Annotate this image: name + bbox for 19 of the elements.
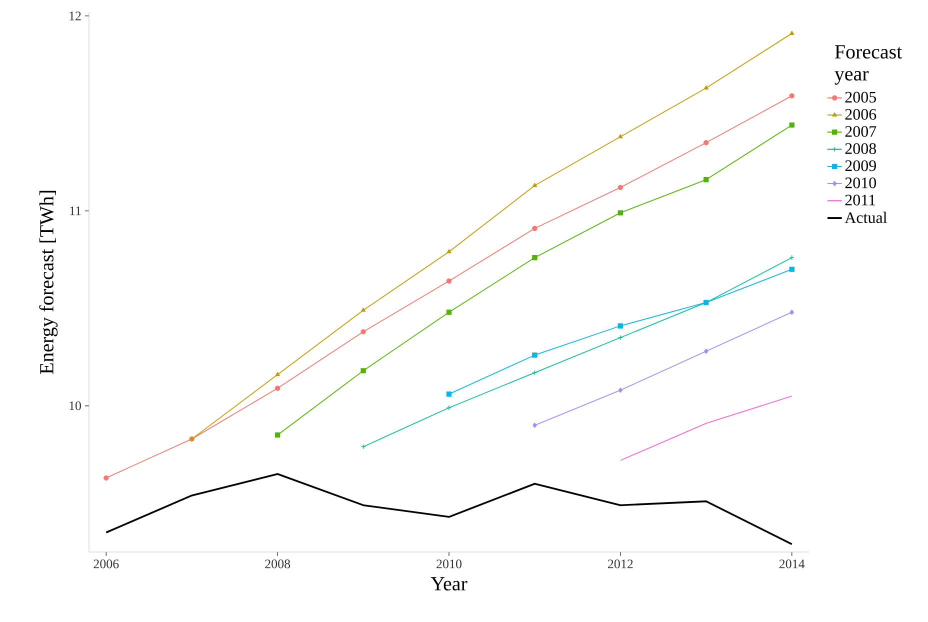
x-tick-label: 2006 xyxy=(94,560,119,568)
legend-label: 2005 xyxy=(845,92,876,103)
x-axis-title: Year xyxy=(430,577,468,590)
y-tick-label: 11 xyxy=(70,206,81,216)
legend-label: 2009 xyxy=(845,160,876,172)
y-tick-label: 10 xyxy=(70,401,81,410)
legend-label: 2010 xyxy=(845,178,876,188)
y-tick-label: 12 xyxy=(70,12,81,20)
x-tick-label: 2012 xyxy=(608,560,633,568)
legend-label: Actual xyxy=(844,212,887,224)
legend-title: Forecast year xyxy=(834,45,902,85)
legend-label: 2007 xyxy=(845,126,876,137)
legend-label: 2006 xyxy=(845,108,876,120)
x-tick-label: 2008 xyxy=(265,560,290,568)
legend-label: 2008 xyxy=(845,143,876,154)
y-axis-title: Energy forecast [TWh] xyxy=(39,190,58,374)
legend-label: 2011 xyxy=(845,194,876,206)
x-tick-label: 2014 xyxy=(779,560,805,568)
x-tick-label: 2010 xyxy=(436,560,462,568)
